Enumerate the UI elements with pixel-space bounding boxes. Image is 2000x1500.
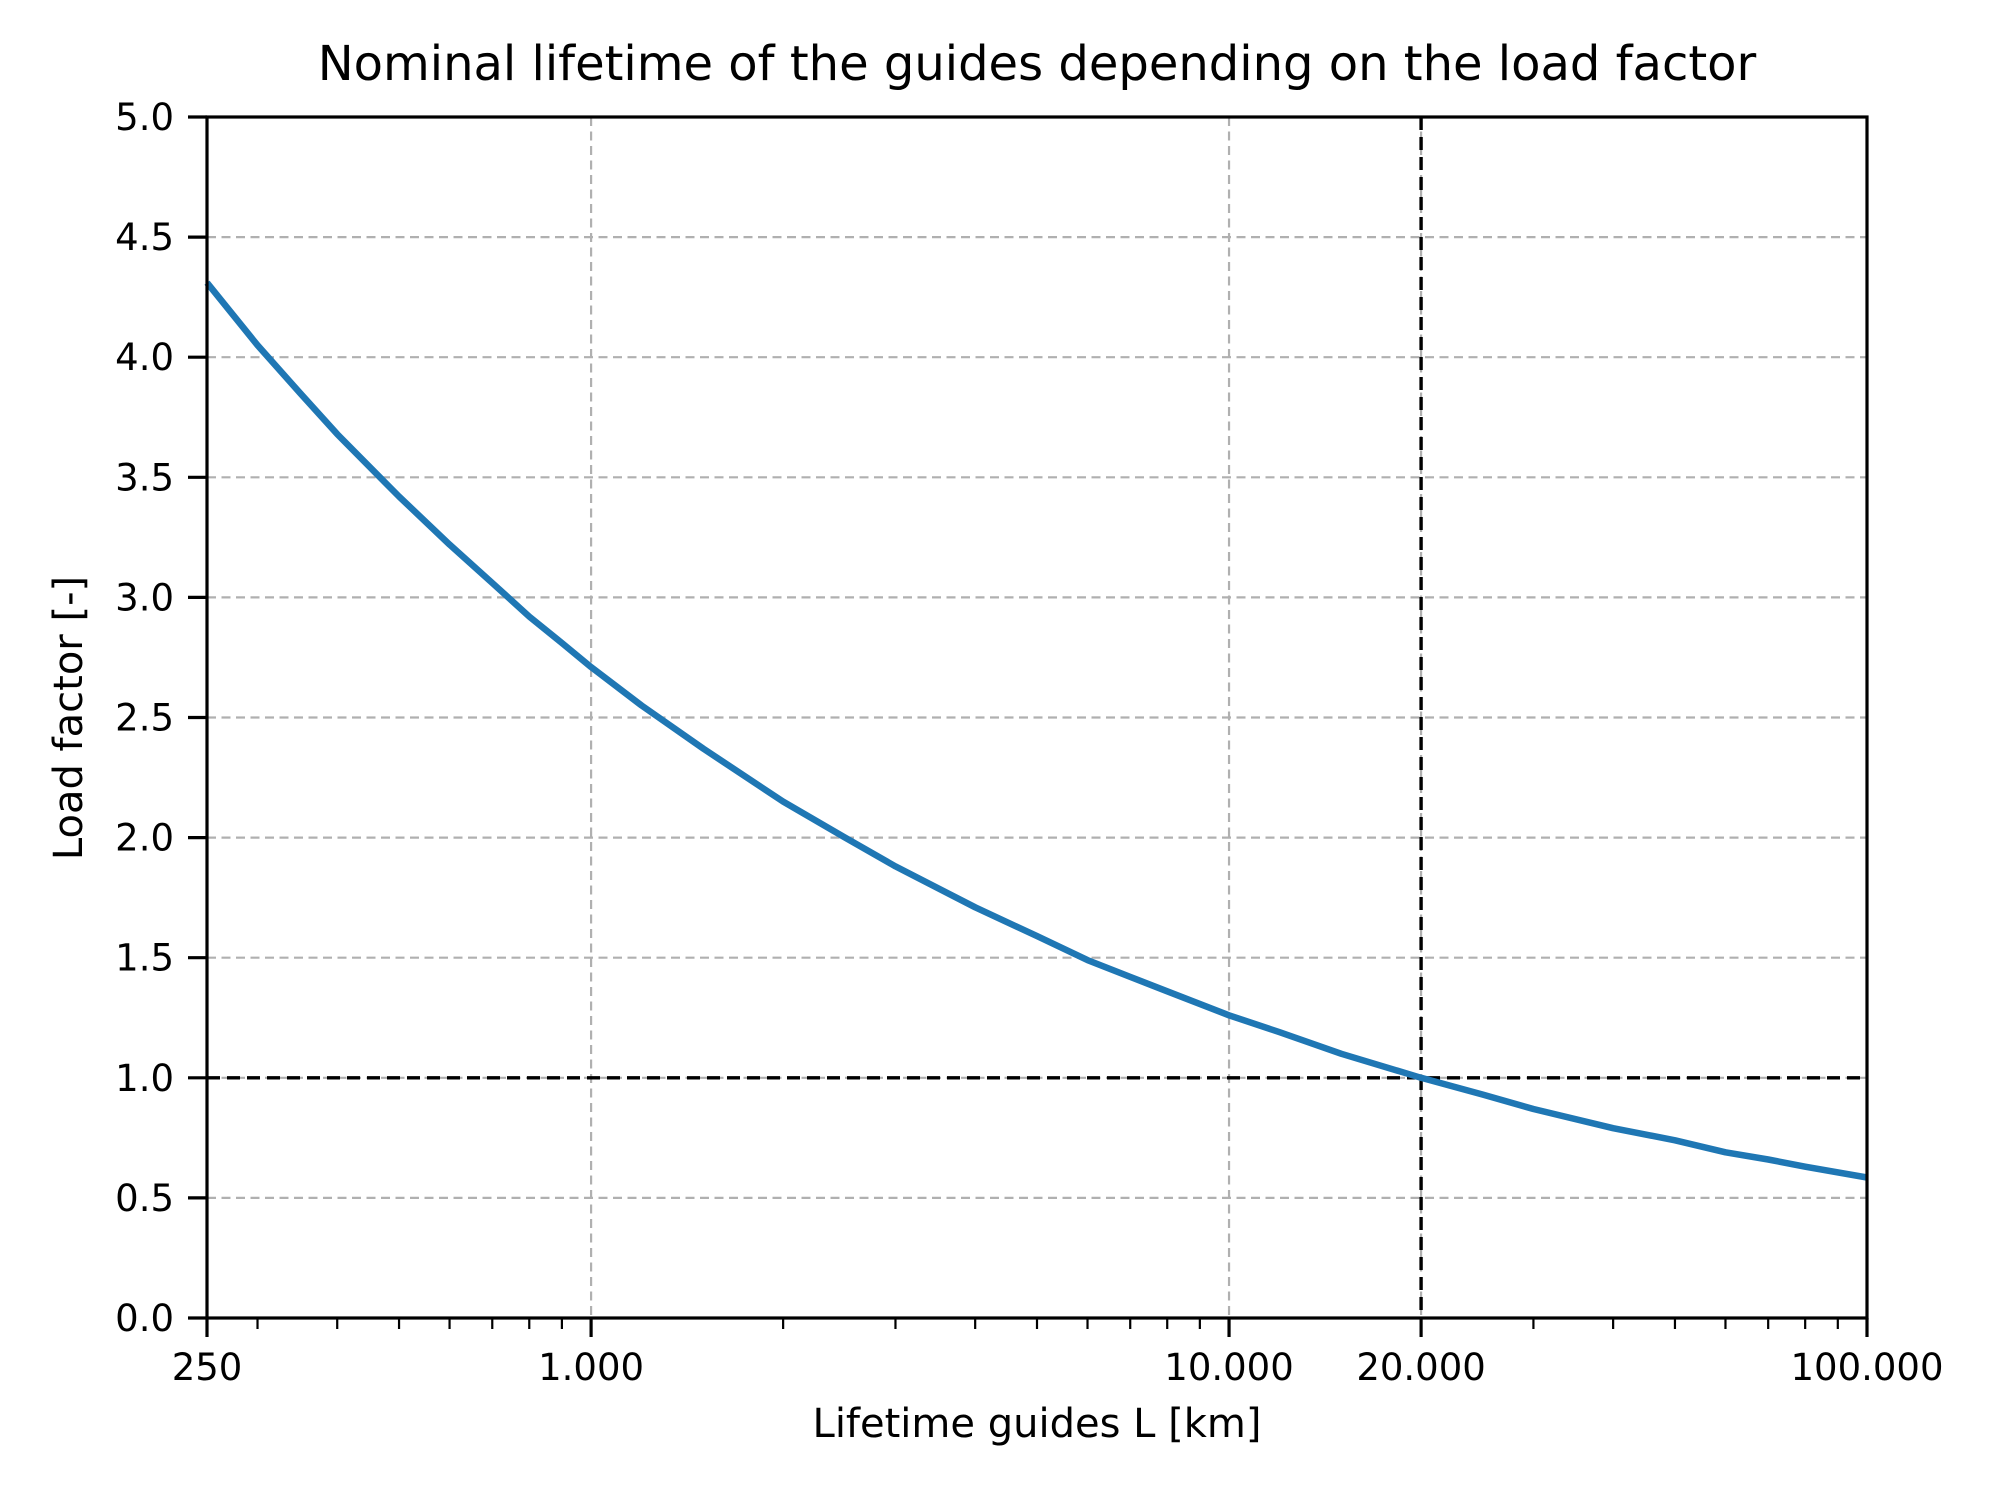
chart-title: Nominal lifetime of the guides depending… [318, 36, 1757, 92]
y-tick-label: 5.0 [115, 96, 174, 139]
x-tick-label: 20.000 [1356, 1346, 1485, 1389]
y-axis-label: Load factor [-] [46, 576, 92, 860]
y-tick-label: 1.0 [115, 1057, 174, 1100]
load-factor-curve [204, 280, 1868, 1181]
y-tick-label: 3.5 [115, 456, 174, 499]
x-tick-label: 1.000 [538, 1346, 644, 1389]
x-tick-label: 10.000 [1164, 1346, 1293, 1389]
x-tick-label: 250 [172, 1346, 243, 1389]
y-tick-label: 2.5 [115, 697, 174, 740]
gridlines [205, 115, 1869, 1320]
y-tick-label: 0.0 [115, 1297, 174, 1340]
y-tick-label: 0.5 [115, 1177, 174, 1220]
axis-ticks [188, 115, 1869, 1337]
x-tick-label: 100.000 [1790, 1346, 1943, 1389]
y-tick-label: 3.0 [115, 576, 174, 619]
y-tick-label: 1.5 [115, 937, 174, 980]
x-axis-label: Lifetime guides L [km] [813, 1401, 1262, 1447]
y-tick-label: 4.5 [115, 216, 174, 259]
y-tick-label: 4.0 [115, 336, 174, 379]
reference-lines [207, 117, 1867, 1318]
data-series [204, 280, 1868, 1181]
y-tick-label: 2.0 [115, 817, 174, 860]
axis-tick-labels: 250 1.000 10.000 20.000 100.000 0.0 0.5 1.0 1.5 2… [115, 96, 1943, 1389]
